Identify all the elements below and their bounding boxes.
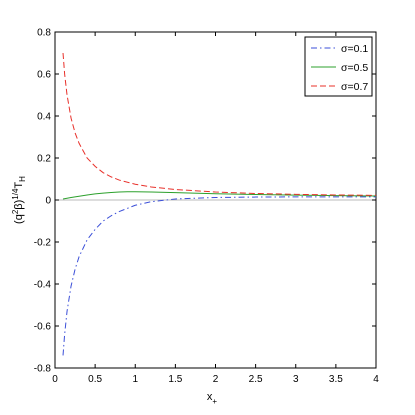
y-axis-label-c: T	[13, 182, 25, 189]
y-axis-label-sup2: 1/4	[11, 188, 20, 200]
legend-label-0: σ=0.1	[341, 43, 368, 55]
y-tick-label-1: -0.6	[34, 322, 52, 333]
y-tick-label-3: -0.2	[34, 238, 52, 249]
y-tick-label-0: -0.8	[34, 364, 52, 375]
y-axis-label-b: β)	[13, 200, 25, 210]
y-tick-label-6: 0.4	[37, 112, 51, 123]
series-line-1	[62, 191, 377, 200]
x-tick-label-3: 1.5	[168, 374, 182, 385]
series-group	[62, 52, 377, 356]
y-axis-label-sup1: 2	[11, 209, 20, 214]
x-axis-label-sub: +	[212, 397, 217, 406]
x-axis-label-main: x	[207, 391, 213, 403]
y-axis-label: (q2β)1/4TH	[11, 176, 27, 224]
x-tick-label-7: 3.5	[329, 374, 343, 385]
x-tick-label-0: 0	[52, 374, 58, 385]
x-tick-label-4: 2	[213, 374, 219, 385]
x-tick-label-2: 1	[132, 374, 138, 385]
x-tick-label-5: 2.5	[249, 374, 263, 385]
x-tick-label-1: 0.5	[88, 374, 102, 385]
y-tick-label-2: -0.4	[34, 280, 52, 291]
y-tick-label-4: 0	[45, 196, 51, 207]
y-tick-label-7: 0.6	[37, 70, 51, 81]
x-tick-label-6: 3	[293, 374, 299, 385]
legend-label-1: σ=0.5	[341, 62, 368, 74]
y-tick-label-5: 0.2	[37, 154, 51, 165]
axis-ticks: 0 0.5 1 1.5 2 2.5 3 3.5 4 -0.8 -0.6 -0.4 -0.2 0 0.2 0.4…	[34, 28, 379, 386]
series-line-2	[62, 52, 377, 196]
legend: σ=0.1 σ=0.5 σ=0.7	[304, 36, 373, 97]
y-axis-label-sub: H	[18, 176, 27, 182]
legend-label-2: σ=0.7	[341, 81, 368, 93]
y-tick-label-8: 0.8	[37, 28, 51, 39]
series-line-0	[62, 196, 376, 356]
x-tick-label-8: 4	[373, 374, 379, 385]
x-axis-label: x+	[207, 391, 218, 406]
y-axis-label-a: (q	[13, 214, 25, 224]
